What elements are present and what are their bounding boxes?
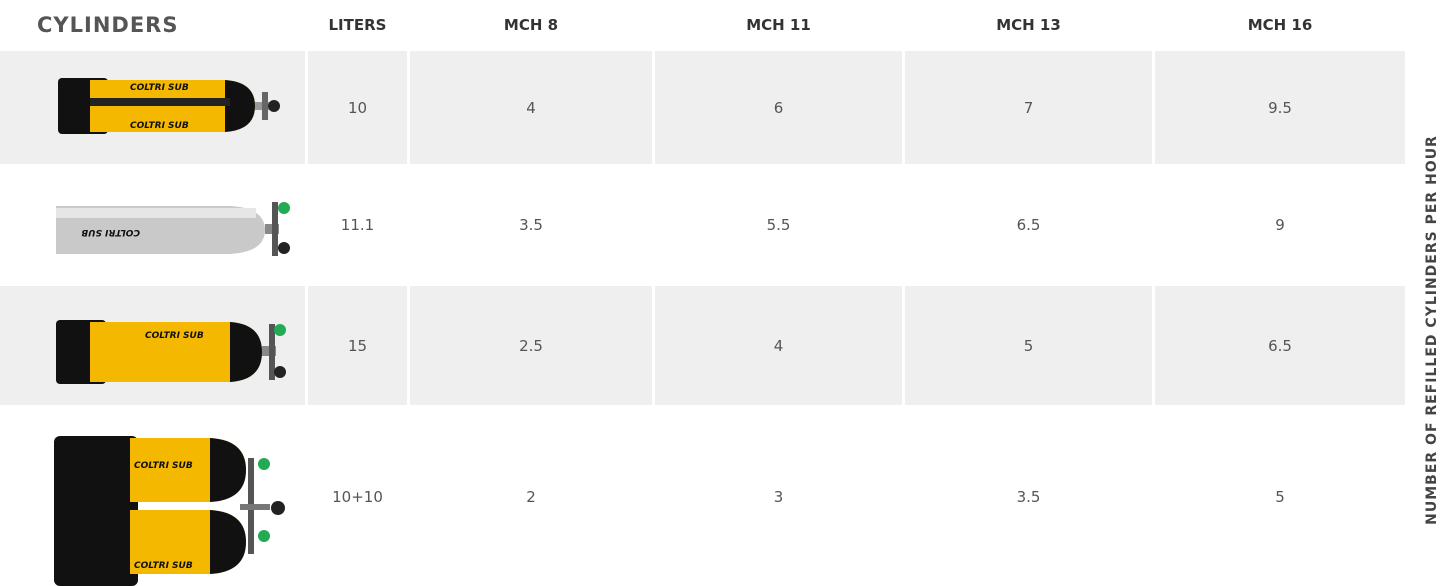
refill-cell: 5	[905, 286, 1152, 405]
brand-label: COLTRI SUB	[134, 561, 193, 571]
cylinders-header: CYLINDERS	[37, 0, 178, 50]
cylinder-image: COLTRI SUB	[50, 196, 300, 260]
refill-cell: 3.5	[410, 167, 652, 283]
liters-cell: 10	[308, 51, 407, 164]
refill-cell: 6.5	[905, 167, 1152, 283]
model-header: MCH 8	[410, 0, 652, 50]
liters-cell: 11.1	[308, 167, 407, 283]
liters-cell: 15	[308, 286, 407, 405]
refill-cell: 7	[905, 51, 1152, 164]
refill-cell: 6.5	[1155, 286, 1405, 405]
brand-label: COLTRI SUB	[134, 461, 193, 471]
brand-label: COLTRI SUB	[145, 331, 204, 341]
refill-cell: 6	[655, 51, 902, 164]
cylinder-image: COLTRI SUB COLTRI SUB	[50, 72, 280, 142]
model-header: MCH 13	[905, 0, 1152, 50]
refill-cell: 2	[410, 408, 652, 586]
refill-cell: 5	[1155, 408, 1405, 586]
refill-cell: 3.5	[905, 408, 1152, 586]
liters-header: LITERS	[308, 0, 407, 50]
brand-label: COLTRI SUB	[130, 83, 189, 93]
refill-cell: 3	[655, 408, 902, 586]
side-label: NUMBER OF REFILLED CYLINDERS PER HOUR	[1424, 135, 1440, 525]
refill-cell: 2.5	[410, 286, 652, 405]
cylinder-image: COLTRI SUB COLTRI SUB	[50, 428, 300, 586]
cylinder-image: COLTRI SUB	[50, 312, 300, 388]
refill-cell: 9	[1155, 167, 1405, 283]
brand-label: COLTRI SUB	[130, 121, 189, 131]
refill-cell: 4	[410, 51, 652, 164]
model-header: MCH 11	[655, 0, 902, 50]
refill-cell: 5.5	[655, 167, 902, 283]
page: CYLINDERS LITERSMCH 8MCH 11MCH 13MCH 16 1…	[0, 0, 1454, 586]
model-header: MCH 16	[1155, 0, 1405, 50]
refill-cell: 4	[655, 286, 902, 405]
brand-label: COLTRI SUB	[81, 227, 140, 237]
refill-cell: 9.5	[1155, 51, 1405, 164]
liters-cell: 10+10	[308, 408, 407, 586]
